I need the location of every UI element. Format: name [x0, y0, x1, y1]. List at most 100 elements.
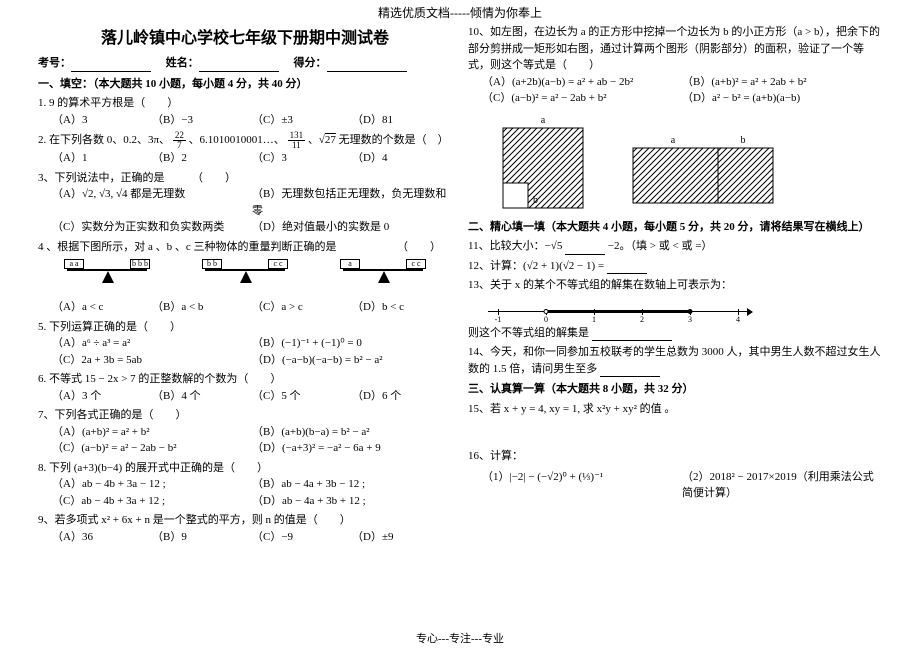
q15-workspace — [468, 417, 882, 445]
b2-left: b b — [202, 259, 222, 269]
q1-d: （D）81 — [352, 112, 452, 129]
q6-opts: （A）3 个 （B）4 个 （C）5 个 （D）6 个 — [52, 388, 452, 405]
q3-a: （A）√2, √3, √4 都是无理数 — [52, 186, 252, 219]
q11-suf: −2。（填 > 或 < 或 =） — [608, 240, 713, 252]
q7-opts: （A）(a+b)² = a² + b² （B）(a+b)(b−a) = b² −… — [52, 424, 452, 457]
q3-opts: （A）√2, √3, √4 都是无理数 （B）无理数包括正无理数，负无理数和零 … — [52, 186, 452, 236]
q2-b: （B）2 — [152, 150, 252, 167]
q14: 14、今天，和你一同参加五校联考的学生总数为 3000 人，其中男生人数不超过女… — [468, 344, 882, 377]
section3-head: 三、认真算一算（本大题共 8 小题，共 32 分） — [468, 381, 882, 398]
q5: 5. 下列运算正确的是（ ） — [38, 319, 452, 336]
q12-text: 12、计算：(√2 + 1)(√2 − 1) = — [468, 260, 604, 272]
q2: 2. 在下列各数 0、0.2、3π、 227 、6.1010010001…、 1… — [38, 131, 452, 150]
q10-figs: a b a b — [498, 113, 882, 213]
q12-blank[interactable] — [607, 262, 647, 274]
score-blank[interactable] — [327, 59, 407, 72]
q7-d: （D）(−a+3)² = −a² − 6a + 9 — [252, 440, 452, 457]
q3-d: （D）绝对值最小的实数是 0 — [252, 219, 452, 236]
q10: 10、如左图，在边长为 a 的正方形中挖掉一个边长为 b 的小正方形（a > b… — [468, 24, 882, 74]
exam-title: 落儿岭镇中心学校七年级下册期中测试卷 — [38, 27, 452, 51]
q2-mid: 、6.1010010001…、 — [189, 134, 285, 146]
q2-pre: 2. 在下列各数 0、0.2、3π、 — [38, 134, 170, 146]
q4: 4 、根据下图所示，对 a 、b 、c 三种物体的重量判断正确的是 （ ） — [38, 239, 452, 256]
page-columns: 落儿岭镇中心学校七年级下册期中测试卷 考号： 姓名： 得分： 一、填空：（本大题… — [0, 21, 920, 545]
q4-b: （B）a < b — [152, 299, 252, 316]
right-column: 10、如左图，在边长为 a 的正方形中挖掉一个边长为 b 的小正方形（a > b… — [460, 21, 890, 545]
id-blank[interactable] — [71, 59, 151, 72]
name-blank[interactable] — [199, 59, 279, 72]
q8-d: （D）ab − 4a + 3b + 12 ; — [252, 493, 452, 510]
q1-opts: （A）3 （B）−3 （C）±3 （D）81 — [52, 112, 452, 129]
q3-b: （B）无理数包括正无理数，负无理数和零 — [252, 186, 452, 219]
q9-c: （C）−9 — [252, 529, 352, 546]
q13: 13、关于 x 的某个不等式组的解集在数轴上可表示为： — [468, 277, 882, 294]
q6-d: （D）6 个 — [352, 388, 452, 405]
footer-watermark: 专心---专注---专业 — [0, 630, 920, 646]
q9-opts: （A）36 （B）9 （C）−9 （D）±9 — [52, 529, 452, 546]
section2-head: 二、精心填一填（本大题共 4 小题，每小题 5 分，共 20 分，请将结果写在横… — [468, 219, 882, 236]
exam-info: 考号： 姓名： 得分： — [38, 55, 452, 72]
q6-a: （A）3 个 — [52, 388, 152, 405]
id-label: 考号： — [38, 57, 71, 69]
number-line: -101234 — [488, 298, 748, 322]
balance-3: a c c — [338, 259, 428, 295]
b1-right: b b b — [130, 259, 150, 269]
q6: 6. 不等式 15 − 2x > 7 的正整数解的个数为（ ） — [38, 371, 452, 388]
q8-opts: （A）ab − 4b + 3a − 12 ; （B）ab − 4a + 3b −… — [52, 476, 452, 509]
q2-frac2: 13111 — [288, 131, 306, 150]
q11-blank[interactable] — [565, 243, 605, 255]
q7: 7、下列各式正确的是（ ） — [38, 407, 452, 424]
q7-c: （C）(a−b)² = a² − 2ab − b² — [52, 440, 252, 457]
svg-text:b: b — [741, 135, 746, 146]
q5-d: （D）(−a−b)(−a−b) = b² − a² — [252, 352, 452, 369]
q9-d: （D）±9 — [352, 529, 452, 546]
q2-c: （C）3 — [252, 150, 352, 167]
q13-blank[interactable] — [592, 329, 672, 341]
q8: 8. 下列 (a+3)(b−4) 的展开式中正确的是（ ） — [38, 460, 452, 477]
q3: 3、下列说法中，正确的是 （ ） — [38, 170, 452, 187]
q16: 16、计算： — [468, 448, 882, 465]
q2-sqrt: 27 — [325, 134, 336, 146]
left-column: 落儿岭镇中心学校七年级下册期中测试卷 考号： 姓名： 得分： 一、填空：（本大题… — [30, 21, 460, 545]
q3-c: （C）实数分为正实数和负实数两类 — [52, 219, 252, 236]
b3-right: c c — [406, 259, 426, 269]
q14-blank[interactable] — [600, 365, 660, 377]
q16-parts: （1）|−2| − (−√2)⁰ + (⅓)⁻¹ （2）2018² − 2017… — [482, 469, 882, 502]
q15: 15、若 x + y = 4, xy = 1, 求 x²y + xy² 的值 。 — [468, 401, 882, 418]
b3-left: a — [340, 259, 360, 269]
q16-2: （2）2018² − 2017×2019（利用乘法公式简便计算） — [682, 469, 882, 502]
q9-b: （B）9 — [152, 529, 252, 546]
q8-a: （A）ab − 4b + 3a − 12 ; — [52, 476, 252, 493]
q11: 11、比较大小：−√5 −2。（填 > 或 < 或 =） — [468, 238, 882, 255]
q1-c: （C）±3 — [252, 112, 352, 129]
balance-2: b b c c — [200, 259, 290, 295]
q13-after: 则这个不等式组的解集是 — [468, 325, 882, 342]
q4-figs: a a b b b b b c c a c c — [38, 259, 452, 295]
q1-b: （B）−3 — [152, 112, 252, 129]
q4-opts: （A）a < c （B）a < b （C）a > c （D）b < c — [52, 299, 452, 316]
q10-fig-right: a b — [628, 133, 778, 213]
q2-frac1: 227 — [173, 131, 186, 150]
q11-pre: 11、比较大小：−√5 — [468, 240, 562, 252]
q2-a: （A）1 — [52, 150, 152, 167]
header-watermark: 精选优质文档-----倾情为你奉上 — [0, 0, 920, 21]
balance-1: a a b b b — [62, 259, 152, 295]
svg-text:b: b — [533, 195, 538, 206]
q4-a: （A）a < c — [52, 299, 152, 316]
q2-d: （D）4 — [352, 150, 452, 167]
q6-b: （B）4 个 — [152, 388, 252, 405]
svg-text:a: a — [541, 115, 546, 126]
q5-c: （C）2a + 3b = 5ab — [52, 352, 252, 369]
score-label: 得分： — [294, 57, 327, 69]
q16-1: （1）|−2| − (−√2)⁰ + (⅓)⁻¹ — [482, 469, 682, 502]
b2-right: c c — [268, 259, 288, 269]
q4-c: （C）a > c — [252, 299, 352, 316]
b1-left: a a — [64, 259, 84, 269]
q10-opts: （A）(a+2b)(a−b) = a² + ab − 2b² （B）(a+b)²… — [482, 74, 882, 107]
q10-a: （A）(a+2b)(a−b) = a² + ab − 2b² — [482, 74, 682, 91]
section1-head: 一、填空：（本大题共 10 小题，每小题 4 分，共 40 分） — [38, 76, 452, 93]
q10-b: （B）(a+b)² = a² + 2ab + b² — [682, 74, 882, 91]
q9: 9、若多项式 x² + 6x + n 是一个整式的平方，则 n 的值是（ ） — [38, 512, 452, 529]
q1: 1. 9 的算术平方根是（ ） — [38, 95, 452, 112]
q5-a: （A）a⁶ ÷ a³ = a² — [52, 335, 252, 352]
